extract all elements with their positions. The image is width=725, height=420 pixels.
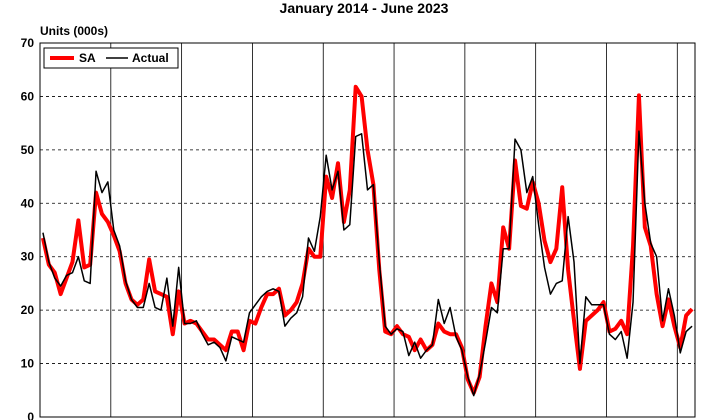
y-tick-label: 20	[21, 303, 35, 317]
legend: SA Actual	[43, 47, 179, 69]
y-tick-label: 70	[21, 36, 35, 50]
series-lines	[40, 84, 694, 397]
y-tick-label: 60	[21, 89, 35, 103]
legend-label-sa: SA	[79, 51, 96, 65]
y-axis-unit-label: Units (000s)	[40, 24, 108, 38]
y-axis-ticks: 0 10 20 30 40 50 60 70	[21, 36, 35, 420]
y-tick-label: 40	[21, 196, 35, 210]
y-tick-label: 30	[21, 250, 35, 264]
y-tick-label: 10	[21, 357, 35, 371]
series-line-sa	[40, 84, 694, 395]
legend-label-actual: Actual	[132, 51, 169, 65]
series-line-actual	[42, 130, 693, 397]
y-tick-label: 50	[21, 143, 35, 157]
plot-area	[39, 42, 696, 418]
y-tick-label: 0	[27, 410, 34, 420]
chart-title: January 2014 - June 2023	[280, 0, 449, 16]
